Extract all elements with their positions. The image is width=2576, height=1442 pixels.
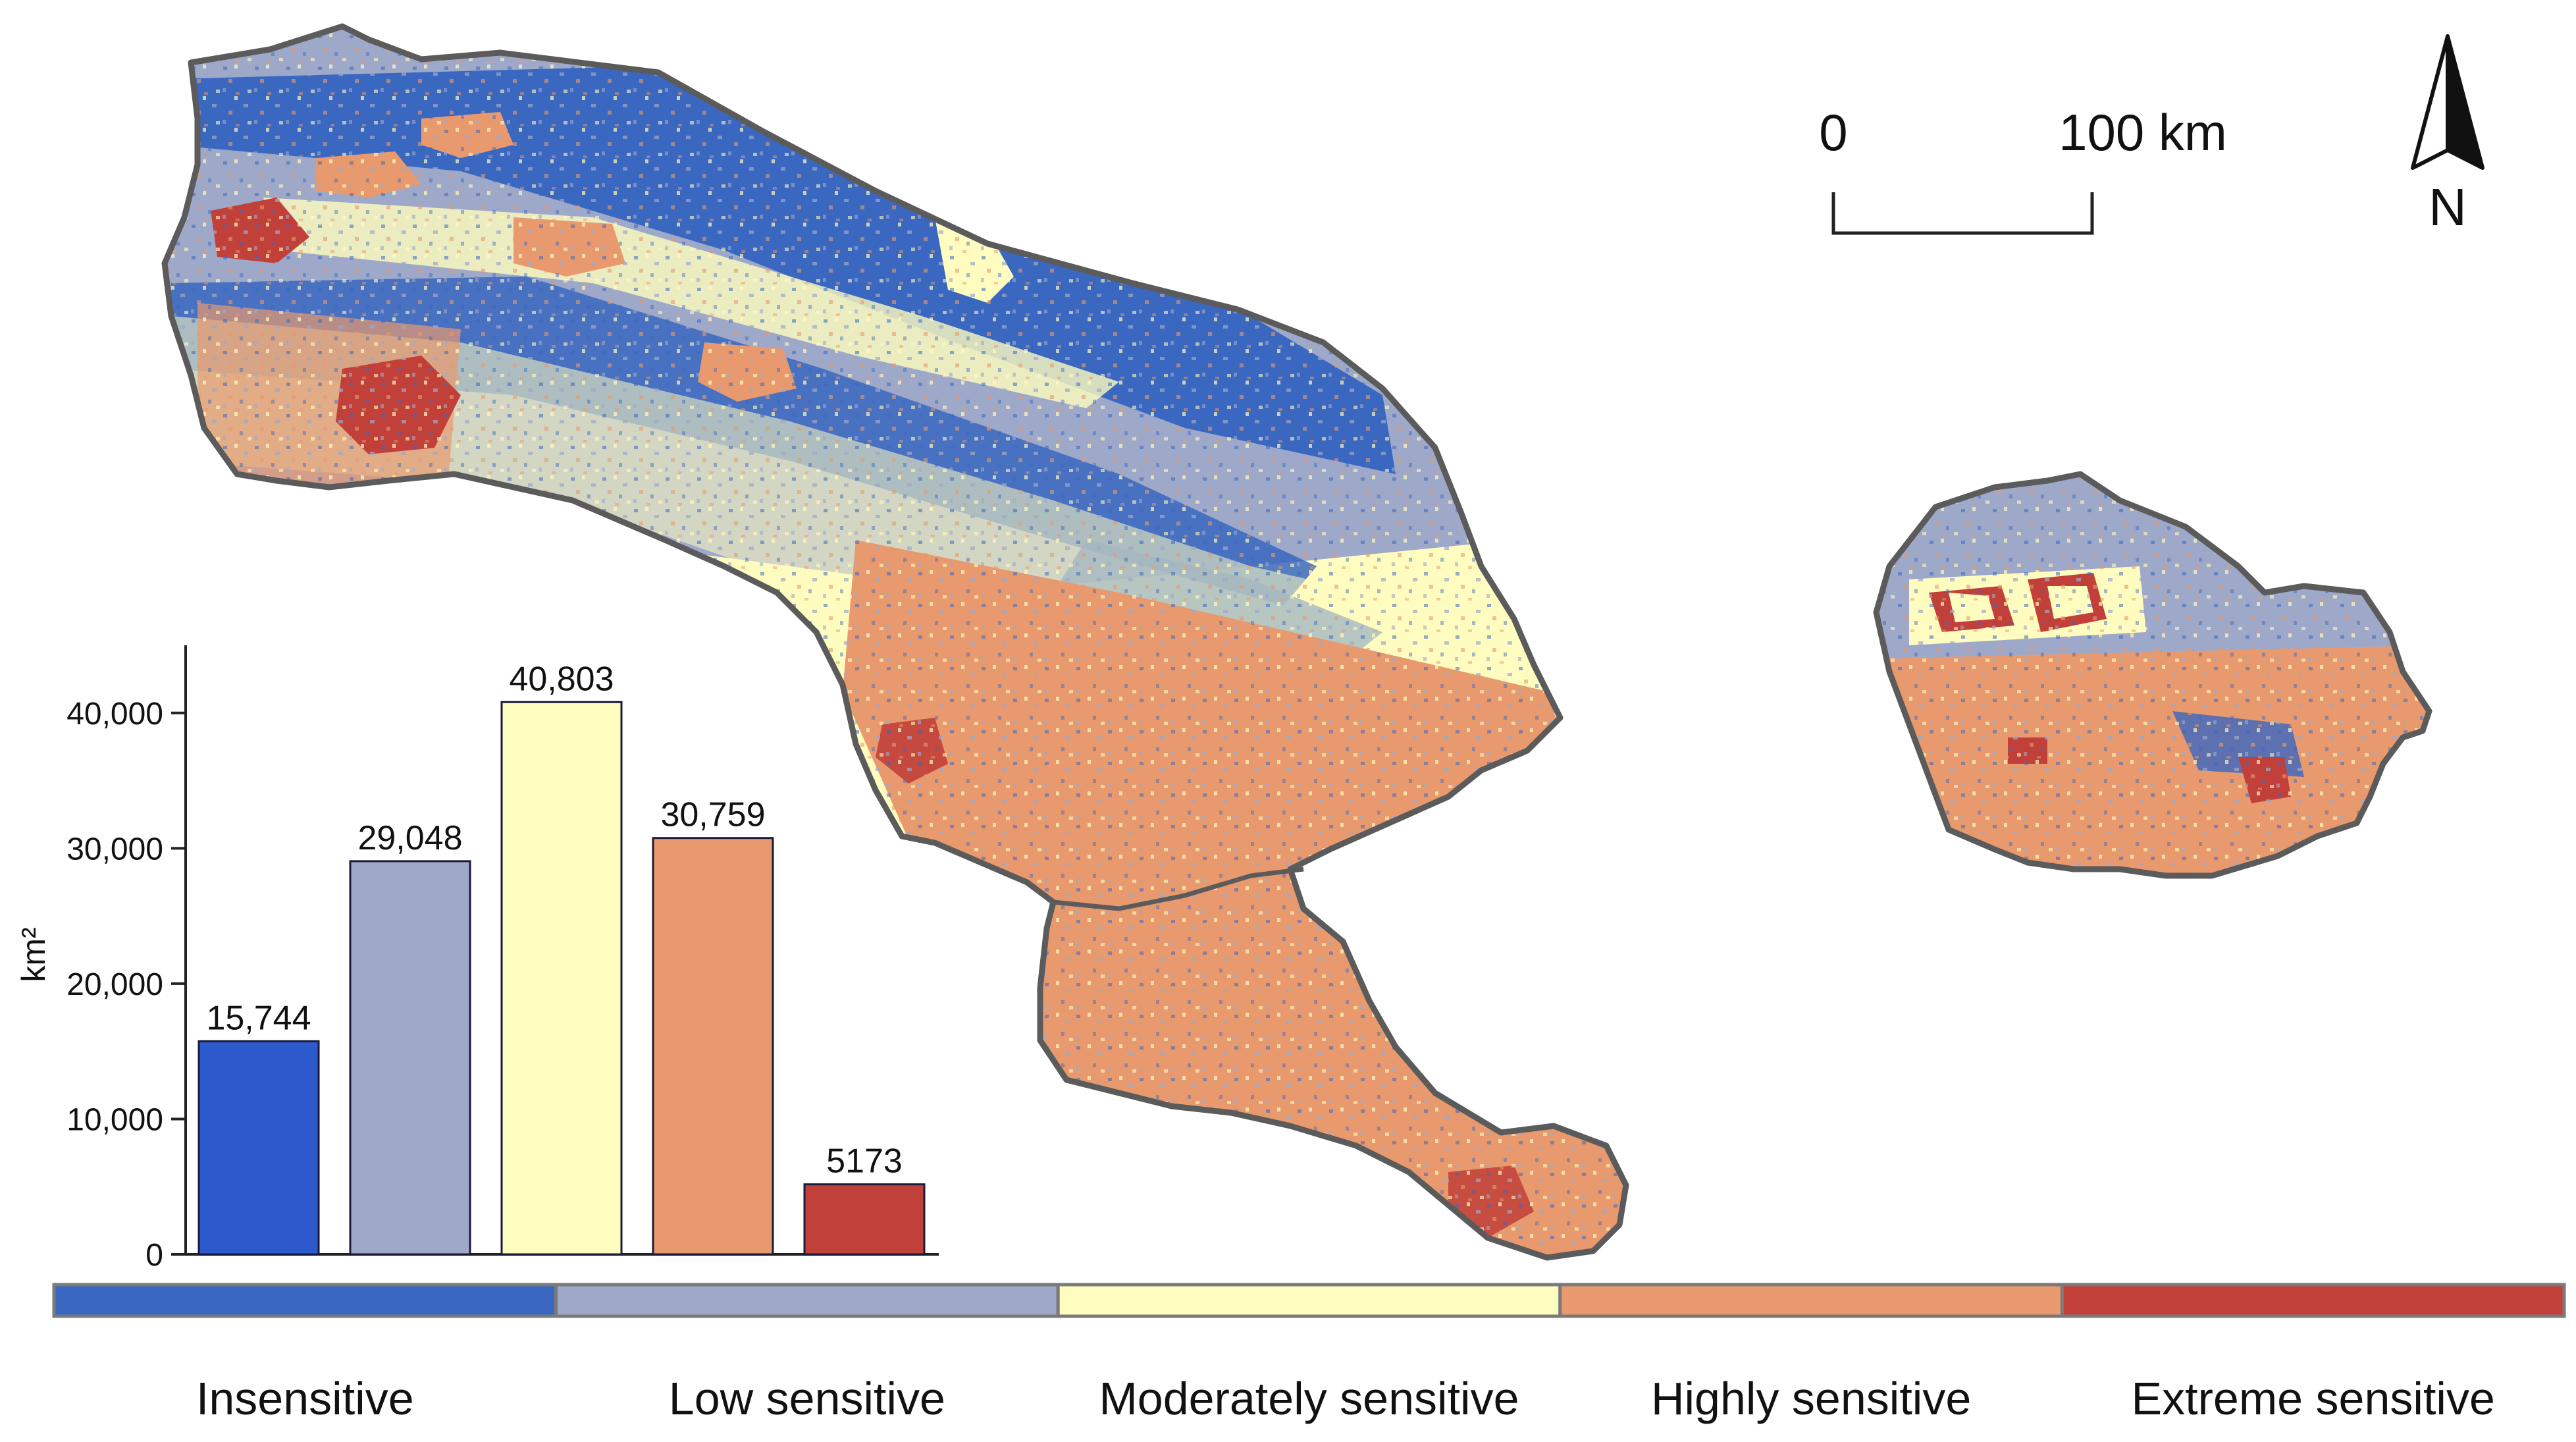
sensitivity-legend: Insensitive Low sensitive Moderately sensi… [52,1283,2566,1424]
y-tick-label: 30,000 [66,832,163,867]
scale-bar: 0 100 km [1819,103,2227,235]
legend-swatch [52,1283,558,1318]
legend-label: Low sensitive [669,1373,945,1424]
y-tick-label: 0 [145,1238,163,1273]
legend-label: Moderately sensitive [1099,1373,1519,1424]
legend-swatch [1558,1283,2064,1318]
legend-swatch [1056,1283,1562,1318]
east-region-map [1870,461,2442,889]
bar-value-label: 29,048 [357,819,462,857]
chart-y-axis-label: km² [15,927,52,982]
bar [197,1040,320,1256]
bar [349,860,471,1256]
bar-value-label: 40,803 [509,660,614,698]
north-arrow-icon [2411,34,2484,170]
legend-swatch [554,1283,1060,1318]
bar-value-label: 5173 [826,1142,903,1181]
legend-label: Extreme sensitive [2131,1373,2494,1424]
legend-label: Insensitive [196,1373,414,1424]
scale-bar-end-label: 100 km [2059,103,2227,161]
bar-value-label: 15,744 [206,999,311,1037]
legend-swatch [2060,1283,2566,1318]
bar [803,1183,926,1256]
area-bar-chart: km² 0 10,000 20,000 30,000 40,000 15,744 29,0… [15,645,939,1273]
north-arrow-label: N [2429,178,2467,236]
y-tick-label: 10,000 [66,1102,163,1137]
y-tick-label: 20,000 [66,967,163,1002]
y-tick-label: 40,000 [66,697,163,732]
north-arrow: N [2411,34,2484,236]
bar [500,701,623,1256]
legend-label: Highly sensitive [1651,1373,1971,1424]
bar [652,837,774,1256]
scale-bar-start-label: 0 [1819,103,1847,161]
bar-value-label: 30,759 [660,796,765,834]
